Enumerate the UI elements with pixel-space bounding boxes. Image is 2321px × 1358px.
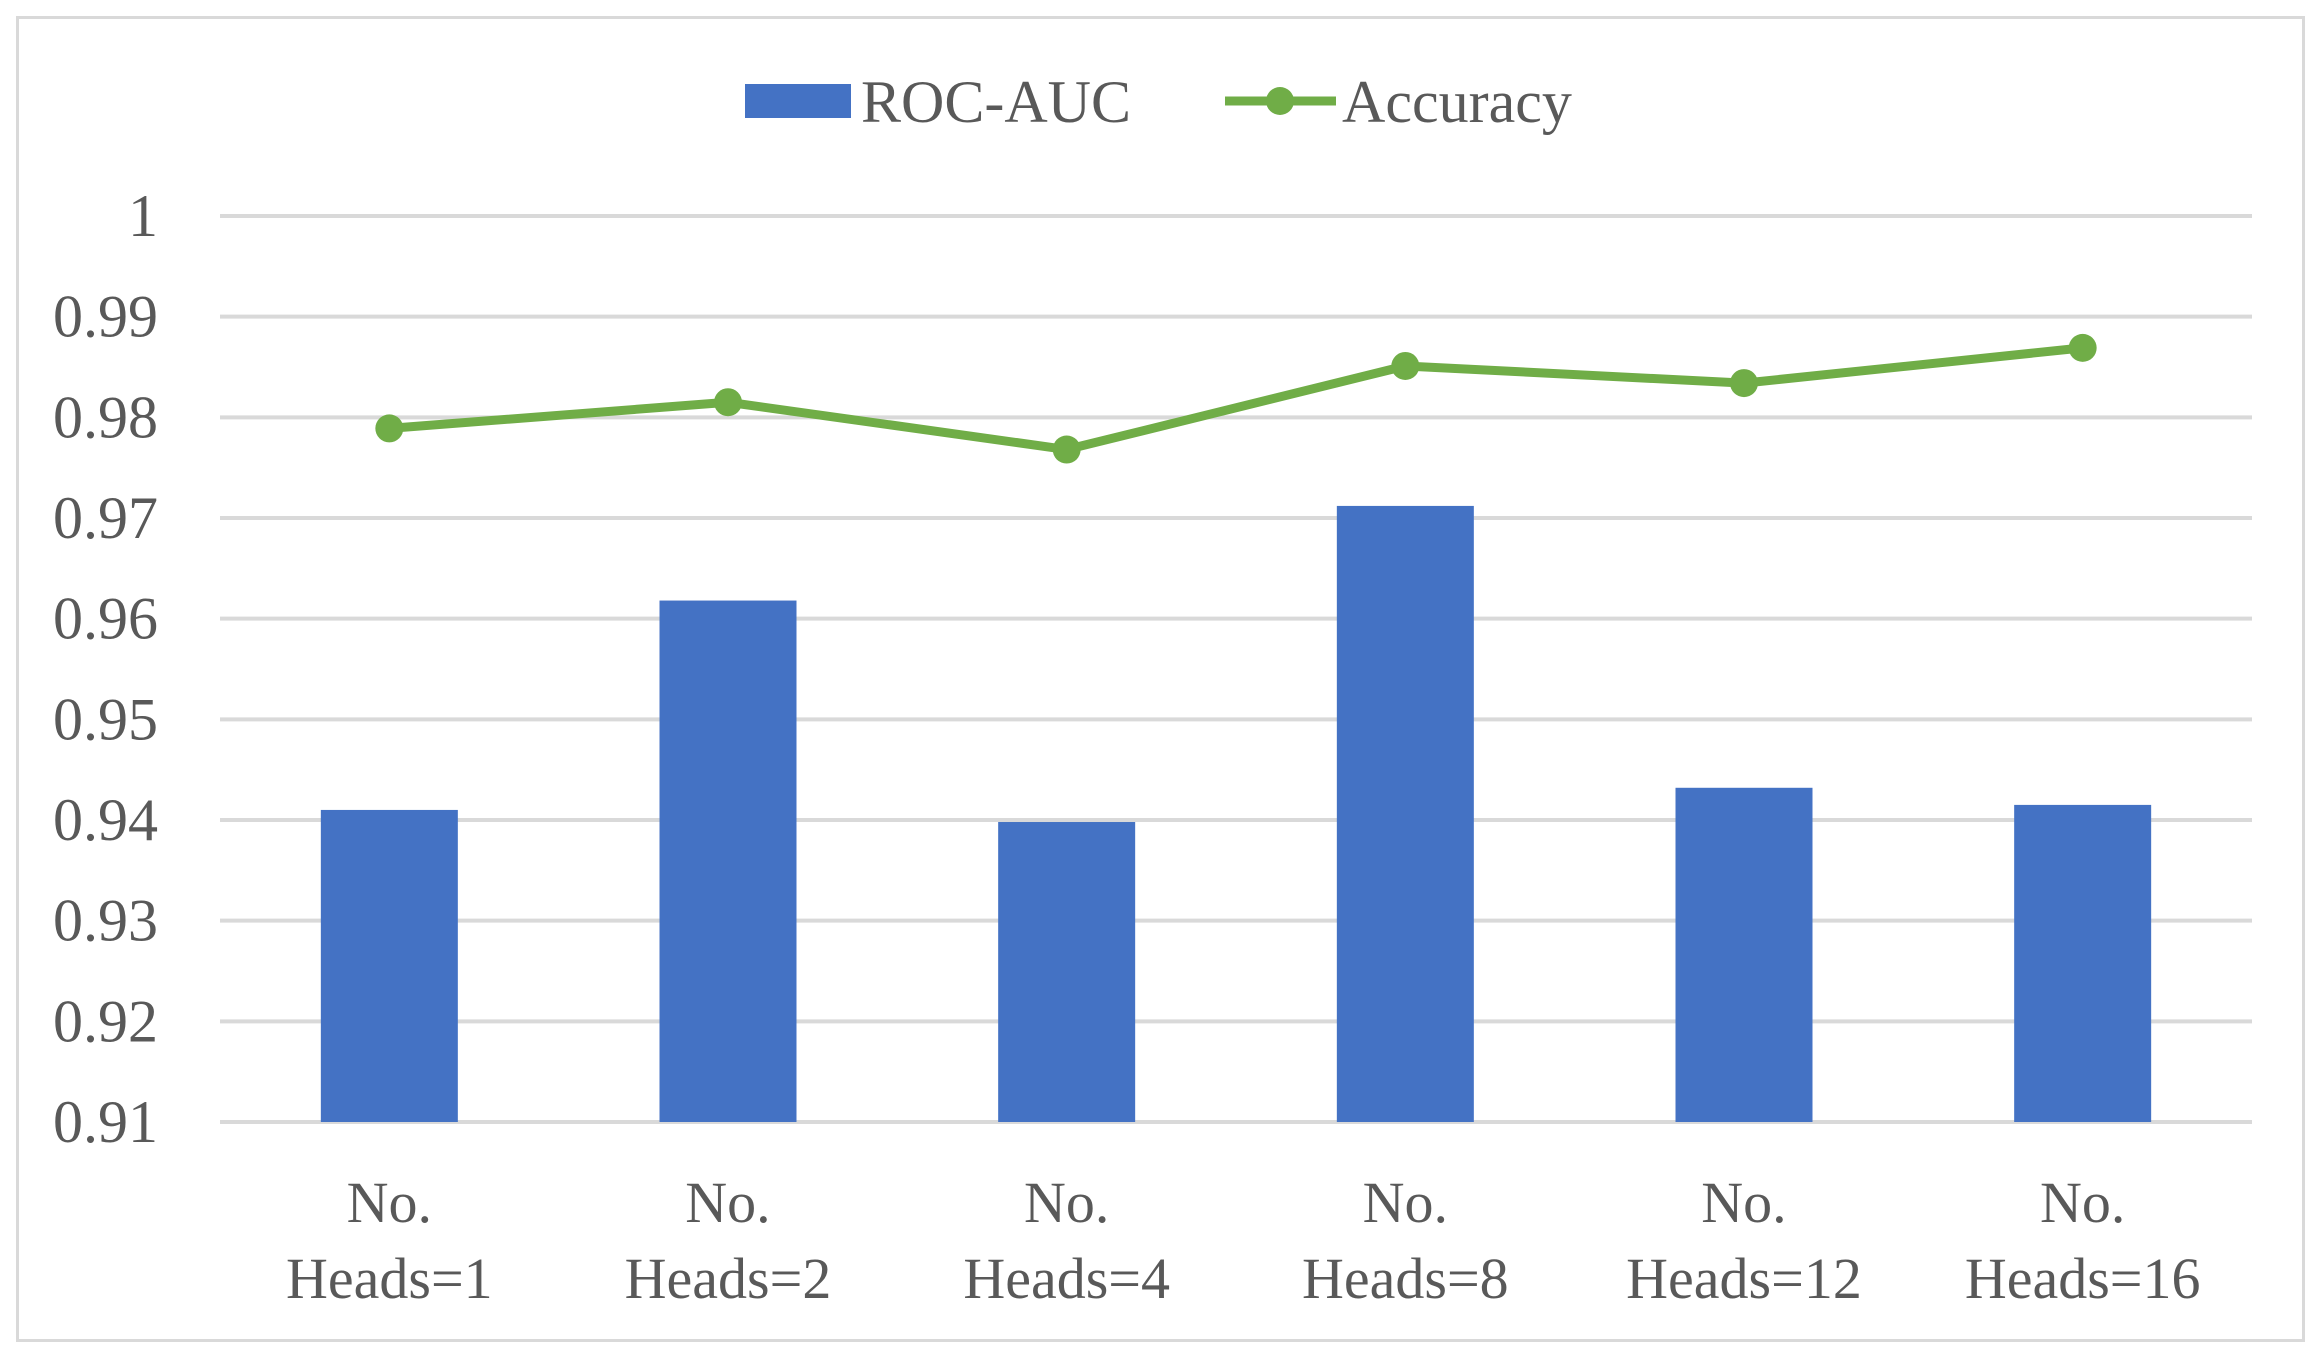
x-category-label: No. Heads=1: [286, 1170, 493, 1311]
x-category-label-line: No.: [685, 1170, 770, 1235]
x-category-label-line: Heads=2: [625, 1246, 832, 1311]
bar-roc-auc: [1336, 505, 1474, 1122]
y-tick-label: 0.92: [53, 988, 158, 1054]
y-tick-label: 0.95: [53, 686, 158, 752]
x-category-label-line: No.: [347, 1170, 432, 1235]
point-accuracy: [1052, 435, 1081, 464]
y-tick-label: 0.98: [53, 384, 158, 450]
bar-roc-auc: [998, 822, 1136, 1122]
bar-roc-auc: [1675, 787, 1813, 1122]
point-accuracy: [375, 414, 404, 443]
bar-series: [320, 505, 2152, 1122]
x-category-label-line: No.: [1024, 1170, 1109, 1235]
x-category-label-line: No.: [1363, 1170, 1448, 1235]
x-category-label: No. Heads=16: [1965, 1170, 2201, 1311]
legend-swatch-accuracy-marker: [1266, 87, 1294, 115]
legend-label-accuracy: Accuracy: [1342, 69, 1572, 135]
line-series: [375, 333, 2097, 464]
y-axis-ticks: 0.91 0.92 0.93 0.94 0.95 0.96 0.97 0.98 0.99 1: [53, 183, 158, 1155]
x-category-label: No. Heads=4: [963, 1170, 1170, 1311]
x-category-label-line: Heads=12: [1626, 1246, 1862, 1311]
y-tick-label: 0.91: [53, 1089, 158, 1155]
point-accuracy: [1391, 351, 1420, 380]
gridlines: [220, 214, 2252, 1124]
y-tick-label: 1: [128, 183, 158, 249]
point-accuracy: [1730, 369, 1758, 398]
point-accuracy: [714, 388, 742, 417]
point-accuracy: [2068, 333, 2097, 362]
y-tick-label: 0.93: [53, 888, 158, 954]
x-category-label-line: Heads=4: [963, 1246, 1170, 1311]
x-category-label-line: Heads=8: [1302, 1246, 1509, 1311]
x-category-label-line: Heads=16: [1965, 1246, 2201, 1311]
x-category-label-line: No.: [2040, 1170, 2125, 1235]
legend: ROC-AUC Accuracy: [745, 69, 1572, 135]
line-accuracy: [388, 343, 2084, 455]
y-tick-label: 0.97: [53, 485, 158, 551]
y-tick-label: 0.96: [53, 586, 158, 652]
bar-roc-auc: [320, 809, 458, 1122]
legend-swatch-roc-auc: [745, 84, 851, 118]
y-tick-label: 0.99: [53, 284, 158, 350]
x-axis-categories: No. Heads=1 No. Heads=2 No. Heads=4 No. Heads=8…: [286, 1170, 2200, 1311]
legend-label-roc-auc: ROC-AUC: [861, 69, 1131, 135]
y-tick-label: 0.94: [53, 787, 158, 853]
bar-roc-auc: [2014, 804, 2152, 1122]
x-category-label: No. Heads=2: [625, 1170, 832, 1311]
x-category-label: No. Heads=8: [1302, 1170, 1509, 1311]
x-category-label-line: Heads=1: [286, 1246, 493, 1311]
bar-roc-auc: [659, 600, 797, 1122]
x-category-label-line: No.: [1701, 1170, 1786, 1235]
x-category-label: No. Heads=12: [1626, 1170, 1862, 1311]
